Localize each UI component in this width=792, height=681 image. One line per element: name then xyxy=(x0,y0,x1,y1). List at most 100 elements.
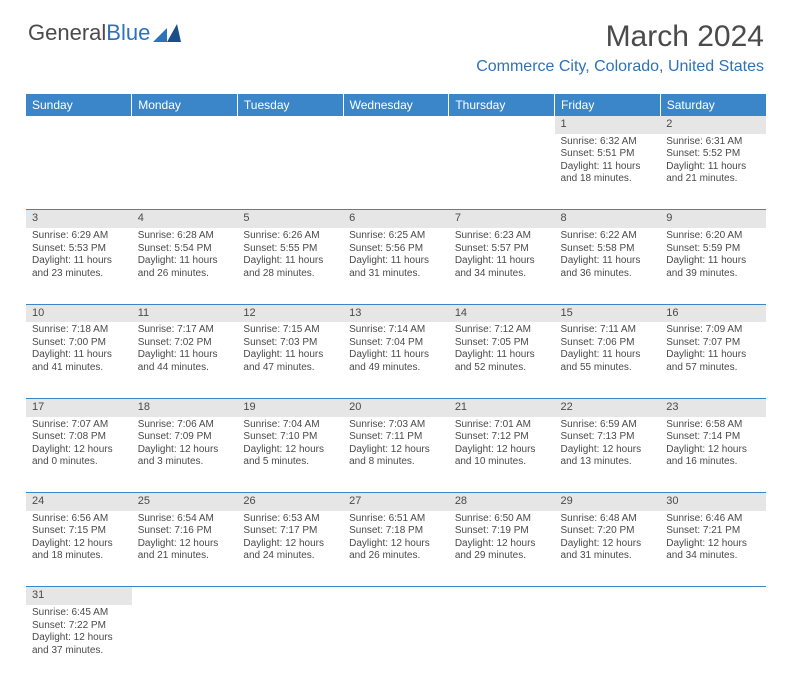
day-details: Sunrise: 6:31 AMSunset: 5:52 PMDaylight:… xyxy=(660,134,766,190)
day-number-cell: 15 xyxy=(555,304,661,322)
daylight-line: Daylight: 12 hours and 16 minutes. xyxy=(666,444,760,469)
day-number-cell xyxy=(449,587,555,605)
day-body-cell xyxy=(132,134,238,210)
calendar-body: 12Sunrise: 6:32 AMSunset: 5:51 PMDayligh… xyxy=(26,116,766,681)
day-body-cell: Sunrise: 7:14 AMSunset: 7:04 PMDaylight:… xyxy=(343,322,449,398)
calendar-table: SundayMondayTuesdayWednesdayThursdayFrid… xyxy=(26,94,766,681)
day-body-cell xyxy=(26,134,132,210)
day-body-cell: Sunrise: 6:20 AMSunset: 5:59 PMDaylight:… xyxy=(660,228,766,304)
day-details: Sunrise: 7:06 AMSunset: 7:09 PMDaylight:… xyxy=(132,417,238,473)
day-details: Sunrise: 6:54 AMSunset: 7:16 PMDaylight:… xyxy=(132,511,238,567)
day-body-cell: Sunrise: 7:03 AMSunset: 7:11 PMDaylight:… xyxy=(343,417,449,493)
page-header: GeneralBlue March 2024 Commerce City, Co… xyxy=(0,0,792,84)
day-number-cell: 29 xyxy=(555,493,661,511)
sunrise-line: Sunrise: 7:04 AM xyxy=(243,419,337,432)
day-body-cell: Sunrise: 6:28 AMSunset: 5:54 PMDaylight:… xyxy=(132,228,238,304)
day-details: Sunrise: 7:03 AMSunset: 7:11 PMDaylight:… xyxy=(343,417,449,473)
daylight-line: Daylight: 12 hours and 3 minutes. xyxy=(138,444,232,469)
sunrise-line: Sunrise: 6:53 AM xyxy=(243,513,337,526)
day-body-cell: Sunrise: 6:45 AMSunset: 7:22 PMDaylight:… xyxy=(26,605,132,681)
day-body-cell: Sunrise: 7:18 AMSunset: 7:00 PMDaylight:… xyxy=(26,322,132,398)
day-body-cell: Sunrise: 6:56 AMSunset: 7:15 PMDaylight:… xyxy=(26,511,132,587)
sunrise-line: Sunrise: 6:50 AM xyxy=(455,513,549,526)
day-number-cell xyxy=(449,116,555,134)
day-number-cell: 11 xyxy=(132,304,238,322)
day-details: Sunrise: 7:04 AMSunset: 7:10 PMDaylight:… xyxy=(237,417,343,473)
day-number-cell: 8 xyxy=(555,210,661,228)
weekday-header: Tuesday xyxy=(237,94,343,116)
sunset-line: Sunset: 5:52 PM xyxy=(666,148,760,161)
day-details: Sunrise: 7:17 AMSunset: 7:02 PMDaylight:… xyxy=(132,322,238,378)
day-body-row: Sunrise: 7:07 AMSunset: 7:08 PMDaylight:… xyxy=(26,417,766,493)
day-number-cell xyxy=(132,587,238,605)
sunset-line: Sunset: 7:11 PM xyxy=(349,431,443,444)
day-body-cell: Sunrise: 6:25 AMSunset: 5:56 PMDaylight:… xyxy=(343,228,449,304)
day-details: Sunrise: 6:28 AMSunset: 5:54 PMDaylight:… xyxy=(132,228,238,284)
logo-text-1: General xyxy=(28,20,106,46)
day-body-cell: Sunrise: 7:04 AMSunset: 7:10 PMDaylight:… xyxy=(237,417,343,493)
weekday-header: Saturday xyxy=(660,94,766,116)
sunset-line: Sunset: 7:03 PM xyxy=(243,337,337,350)
sunset-line: Sunset: 7:22 PM xyxy=(32,620,126,633)
daylight-line: Daylight: 11 hours and 39 minutes. xyxy=(666,255,760,280)
sunrise-line: Sunrise: 7:06 AM xyxy=(138,419,232,432)
sunset-line: Sunset: 7:05 PM xyxy=(455,337,549,350)
daylight-line: Daylight: 12 hours and 18 minutes. xyxy=(32,538,126,563)
sunset-line: Sunset: 5:56 PM xyxy=(349,243,443,256)
sunset-line: Sunset: 5:51 PM xyxy=(561,148,655,161)
day-number-row: 24252627282930 xyxy=(26,493,766,511)
title-block: March 2024 Commerce City, Colorado, Unit… xyxy=(476,20,764,76)
day-body-cell: Sunrise: 6:32 AMSunset: 5:51 PMDaylight:… xyxy=(555,134,661,210)
daylight-line: Daylight: 11 hours and 23 minutes. xyxy=(32,255,126,280)
day-details: Sunrise: 6:59 AMSunset: 7:13 PMDaylight:… xyxy=(555,417,661,473)
day-number-cell: 23 xyxy=(660,398,766,416)
day-number-cell: 3 xyxy=(26,210,132,228)
logo-mark-icon xyxy=(153,24,181,42)
sunset-line: Sunset: 7:02 PM xyxy=(138,337,232,350)
day-body-cell: Sunrise: 6:48 AMSunset: 7:20 PMDaylight:… xyxy=(555,511,661,587)
day-body-cell: Sunrise: 7:01 AMSunset: 7:12 PMDaylight:… xyxy=(449,417,555,493)
sunset-line: Sunset: 5:59 PM xyxy=(666,243,760,256)
daylight-line: Daylight: 12 hours and 5 minutes. xyxy=(243,444,337,469)
sunrise-line: Sunrise: 6:59 AM xyxy=(561,419,655,432)
weekday-header: Monday xyxy=(132,94,238,116)
day-details: Sunrise: 7:14 AMSunset: 7:04 PMDaylight:… xyxy=(343,322,449,378)
day-number-cell: 27 xyxy=(343,493,449,511)
day-number-cell: 25 xyxy=(132,493,238,511)
daylight-line: Daylight: 12 hours and 13 minutes. xyxy=(561,444,655,469)
day-body-cell xyxy=(237,134,343,210)
day-body-cell: Sunrise: 6:26 AMSunset: 5:55 PMDaylight:… xyxy=(237,228,343,304)
sunset-line: Sunset: 7:16 PM xyxy=(138,525,232,538)
day-body-row: Sunrise: 6:29 AMSunset: 5:53 PMDaylight:… xyxy=(26,228,766,304)
daylight-line: Daylight: 12 hours and 24 minutes. xyxy=(243,538,337,563)
sunrise-line: Sunrise: 6:54 AM xyxy=(138,513,232,526)
day-number-cell: 30 xyxy=(660,493,766,511)
sunset-line: Sunset: 7:18 PM xyxy=(349,525,443,538)
sunrise-line: Sunrise: 7:15 AM xyxy=(243,324,337,337)
sunset-line: Sunset: 5:54 PM xyxy=(138,243,232,256)
sunrise-line: Sunrise: 7:01 AM xyxy=(455,419,549,432)
day-number-cell: 17 xyxy=(26,398,132,416)
day-body-cell: Sunrise: 6:22 AMSunset: 5:58 PMDaylight:… xyxy=(555,228,661,304)
day-body-cell: Sunrise: 7:06 AMSunset: 7:09 PMDaylight:… xyxy=(132,417,238,493)
day-number-cell: 12 xyxy=(237,304,343,322)
sunset-line: Sunset: 7:04 PM xyxy=(349,337,443,350)
day-number-cell: 18 xyxy=(132,398,238,416)
sunrise-line: Sunrise: 6:58 AM xyxy=(666,419,760,432)
day-body-cell: Sunrise: 7:17 AMSunset: 7:02 PMDaylight:… xyxy=(132,322,238,398)
day-details: Sunrise: 7:15 AMSunset: 7:03 PMDaylight:… xyxy=(237,322,343,378)
day-number-cell: 4 xyxy=(132,210,238,228)
daylight-line: Daylight: 12 hours and 21 minutes. xyxy=(138,538,232,563)
day-details: Sunrise: 6:50 AMSunset: 7:19 PMDaylight:… xyxy=(449,511,555,567)
sunset-line: Sunset: 7:14 PM xyxy=(666,431,760,444)
day-details: Sunrise: 6:58 AMSunset: 7:14 PMDaylight:… xyxy=(660,417,766,473)
daylight-line: Daylight: 11 hours and 57 minutes. xyxy=(666,349,760,374)
daylight-line: Daylight: 11 hours and 26 minutes. xyxy=(138,255,232,280)
day-number-row: 12 xyxy=(26,116,766,134)
sunset-line: Sunset: 7:08 PM xyxy=(32,431,126,444)
day-number-row: 17181920212223 xyxy=(26,398,766,416)
sunrise-line: Sunrise: 6:46 AM xyxy=(666,513,760,526)
day-number-cell: 10 xyxy=(26,304,132,322)
weekday-header-row: SundayMondayTuesdayWednesdayThursdayFrid… xyxy=(26,94,766,116)
daylight-line: Daylight: 11 hours and 31 minutes. xyxy=(349,255,443,280)
